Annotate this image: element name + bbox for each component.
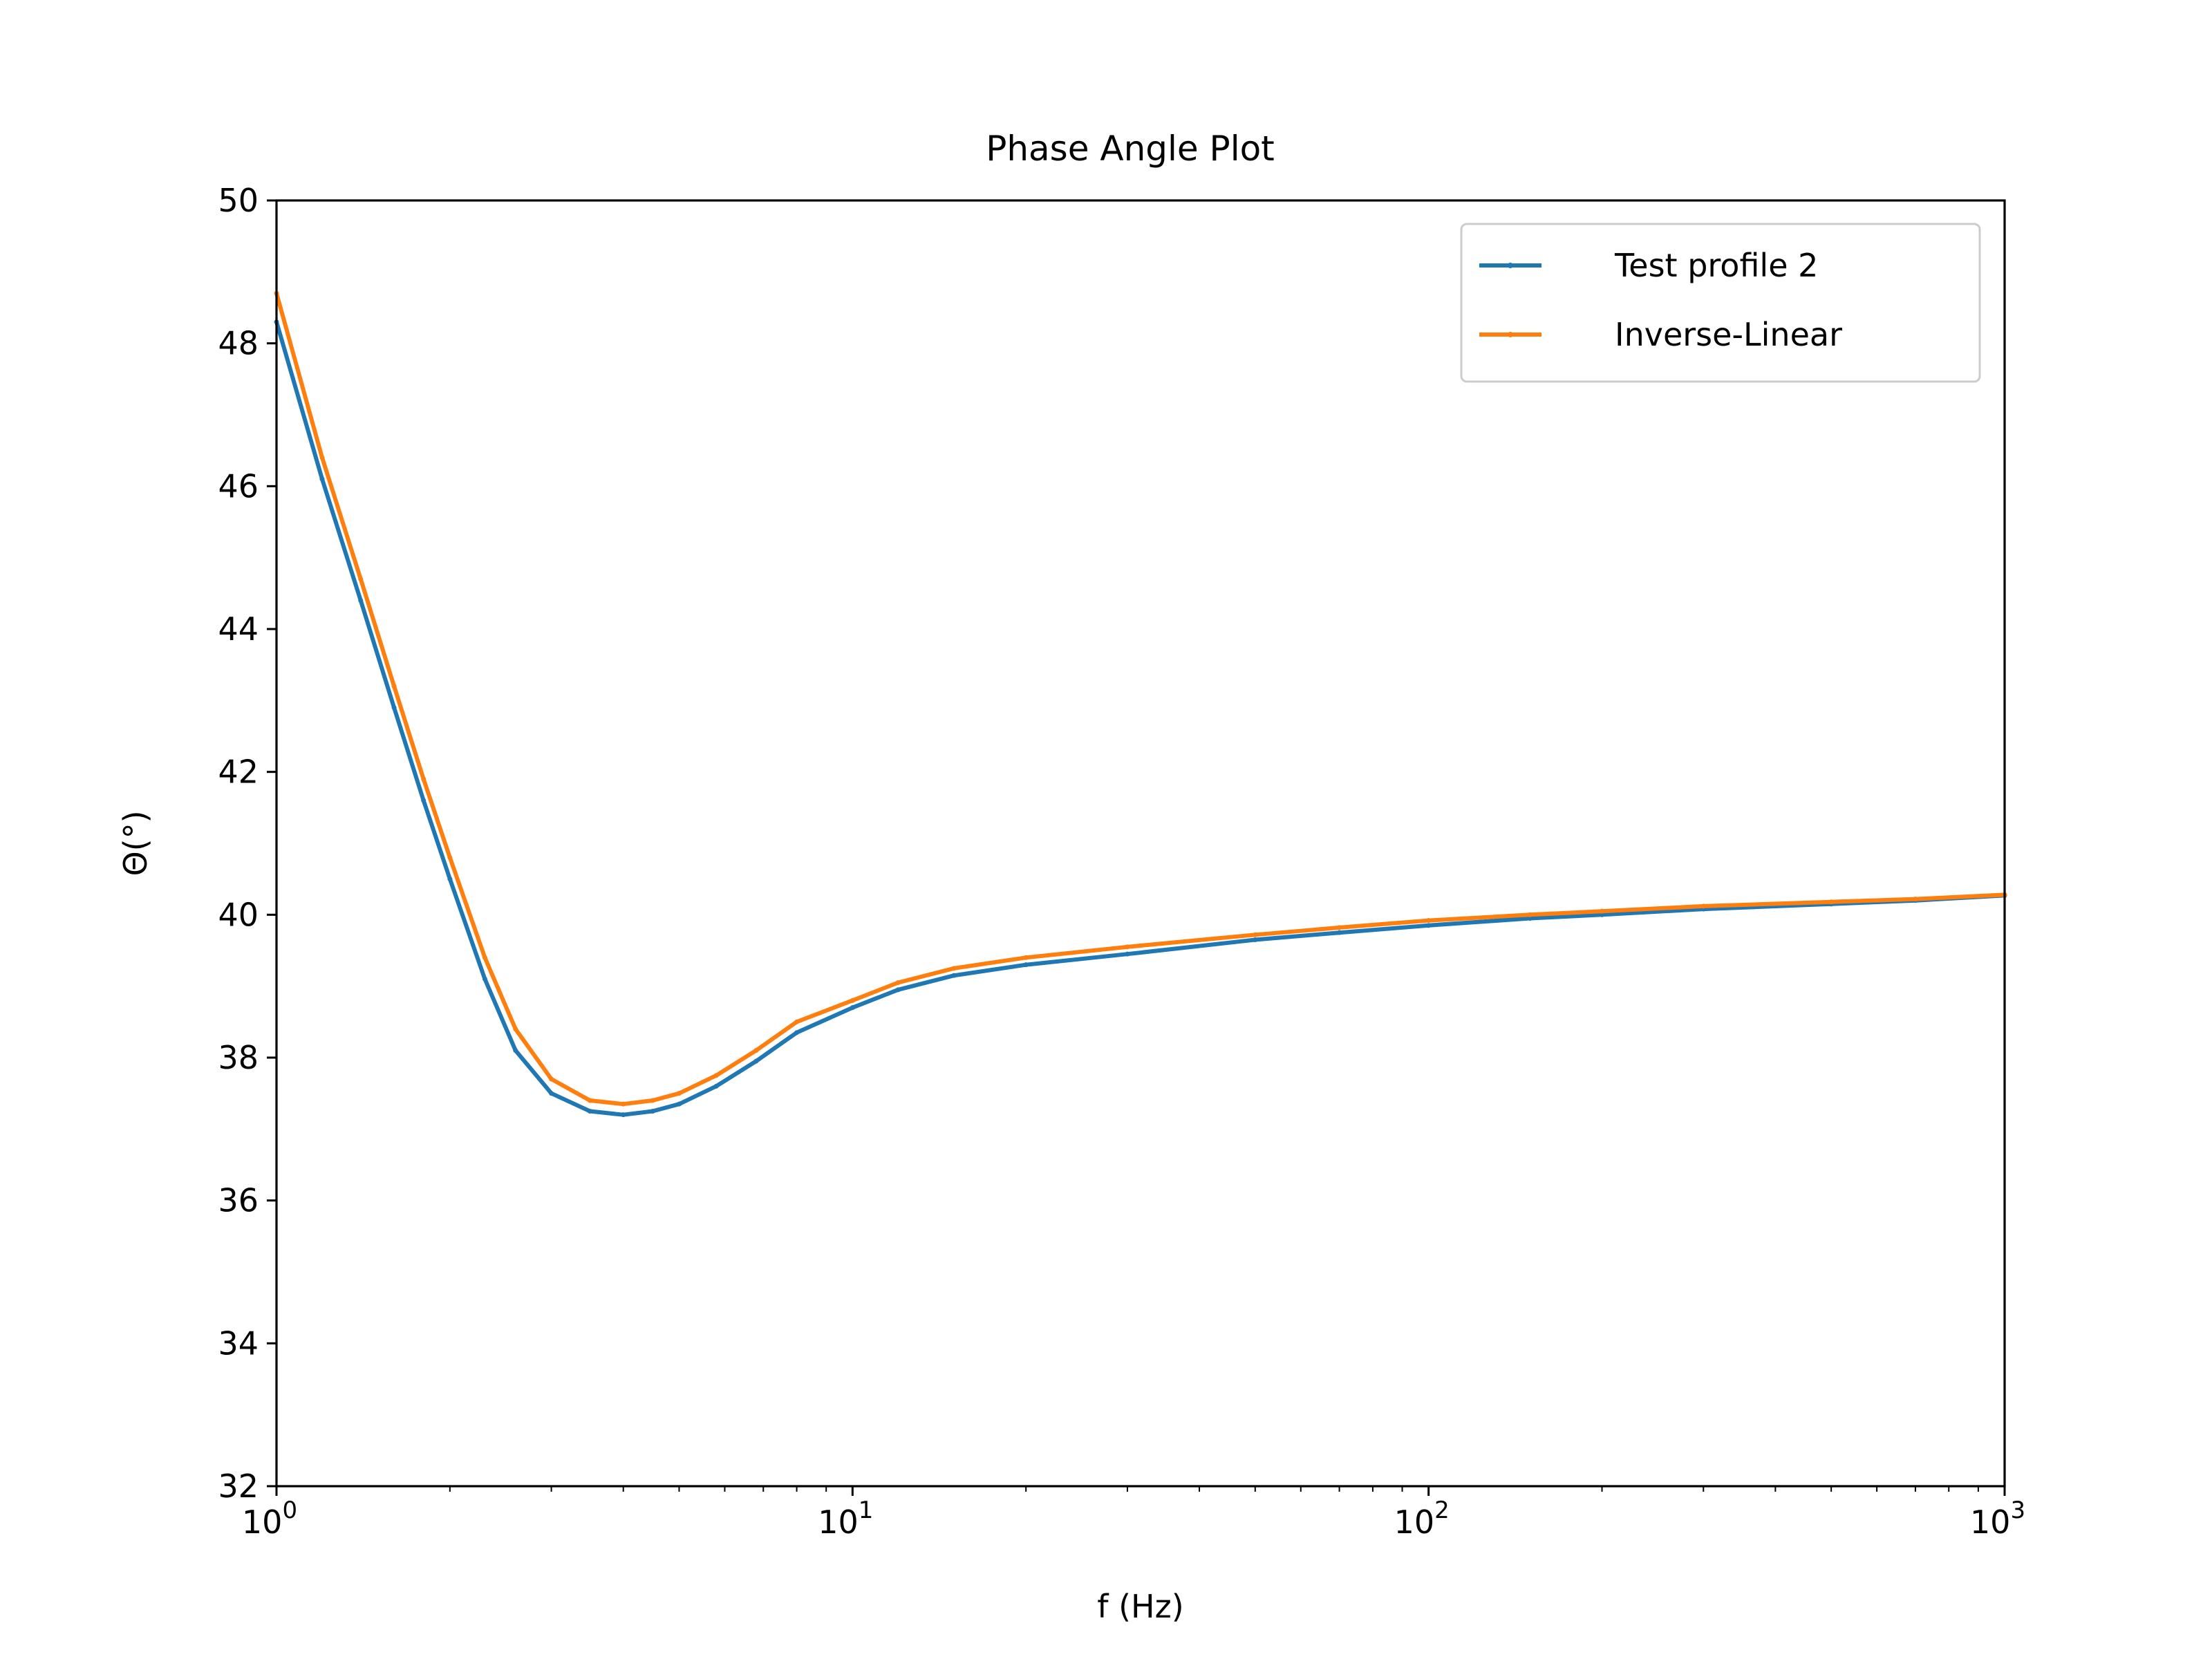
plot-area <box>274 290 2007 1118</box>
data-point-series-2 <box>319 455 325 460</box>
data-point-series-1 <box>391 705 397 711</box>
data-point-series-1 <box>895 987 901 993</box>
y-tick-label: 40 <box>218 896 259 933</box>
data-point-series-1 <box>549 1091 554 1096</box>
data-point-series-1 <box>513 1048 518 1053</box>
x-tick-label: 102 <box>1394 1497 1450 1541</box>
data-point-series-2 <box>1426 918 1432 924</box>
x-tick-label: 100 <box>242 1497 297 1541</box>
data-point-series-2 <box>621 1101 626 1107</box>
data-point-series-2 <box>895 980 901 985</box>
data-point-series-1 <box>1253 937 1258 942</box>
data-point-series-2 <box>794 1019 800 1024</box>
y-tick-label: 32 <box>218 1468 259 1505</box>
data-point-series-2 <box>676 1091 682 1096</box>
data-point-series-1 <box>753 1058 759 1064</box>
data-point-series-1 <box>650 1109 655 1114</box>
y-tick-label: 50 <box>218 182 259 219</box>
chart-title: Phase Angle Plot <box>986 129 1275 169</box>
y-axis-label: Θ(°) <box>117 810 154 876</box>
data-point-series-1 <box>358 598 364 603</box>
y-axis: 32 34 36 38 40 42 44 46 48 50 <box>218 182 276 1505</box>
data-point-series-1 <box>713 1083 719 1089</box>
data-point-series-2 <box>482 955 487 960</box>
data-point-series-2 <box>850 997 855 1003</box>
data-point-series-2 <box>391 684 397 689</box>
data-point-series-2 <box>1337 925 1342 930</box>
data-point-series-1 <box>794 1030 800 1035</box>
y-tick-label: 42 <box>218 753 259 791</box>
data-point-series-2 <box>1913 897 1918 902</box>
y-tick-label: 48 <box>218 325 259 362</box>
data-point-series-1 <box>676 1101 682 1107</box>
data-point-series-1 <box>482 976 487 982</box>
data-point-series-1 <box>447 877 453 882</box>
x-tick-label: 101 <box>818 1497 873 1541</box>
y-tick-label: 36 <box>218 1182 259 1219</box>
data-point-series-1 <box>421 798 427 803</box>
data-point-series-2 <box>1023 955 1029 960</box>
data-point-series-2 <box>753 1048 759 1053</box>
data-point-series-2 <box>951 966 957 971</box>
data-point-series-2 <box>1125 944 1130 950</box>
data-point-series-2 <box>447 855 453 861</box>
data-point-series-2 <box>713 1073 719 1078</box>
series-line-1 <box>274 321 2005 1117</box>
legend-marker-1 <box>1508 263 1513 268</box>
data-point-series-2 <box>1600 908 1605 914</box>
y-tick-label: 44 <box>218 610 259 648</box>
data-point-series-2 <box>650 1098 655 1103</box>
x-axis-label: f (Hz) <box>1097 1588 1183 1625</box>
data-point-series-1 <box>1527 916 1533 921</box>
series-line-2 <box>274 292 2005 1107</box>
y-tick-label: 38 <box>218 1039 259 1076</box>
data-point-series-1 <box>587 1109 592 1114</box>
data-point-series-2 <box>358 577 364 582</box>
legend-label-1: Test profile 2 <box>1614 247 1818 284</box>
data-point-series-1 <box>319 476 325 482</box>
x-axis: 100 101 102 103 <box>242 1486 2025 1541</box>
y-tick-label: 34 <box>218 1324 259 1362</box>
data-point-series-2 <box>549 1076 554 1082</box>
data-point-series-2 <box>1828 899 1834 905</box>
data-point-series-1 <box>1337 930 1342 935</box>
data-point-series-1 <box>951 973 957 978</box>
data-point-series-2 <box>587 1098 592 1103</box>
legend: Test profile 2 Inverse-Linear <box>1460 223 1981 383</box>
legend-box <box>1460 223 1981 383</box>
data-point-series-2 <box>1253 932 1258 937</box>
data-point-series-1 <box>1600 912 1605 917</box>
data-point-series-2 <box>1527 912 1533 917</box>
data-point-series-2 <box>1700 903 1706 909</box>
data-point-series-1 <box>1125 951 1130 957</box>
legend-label-2: Inverse-Linear <box>1615 316 1842 353</box>
x-tick-label: 103 <box>1970 1497 2025 1541</box>
data-point-series-2 <box>421 776 427 782</box>
data-point-series-1 <box>1426 923 1432 928</box>
data-point-series-1 <box>621 1112 626 1118</box>
y-tick-label: 46 <box>218 467 259 505</box>
legend-marker-2 <box>1508 332 1513 337</box>
data-point-series-1 <box>850 1005 855 1011</box>
data-point-series-2 <box>513 1027 518 1032</box>
data-point-series-1 <box>1023 962 1029 968</box>
plot-frame <box>275 199 2006 1488</box>
